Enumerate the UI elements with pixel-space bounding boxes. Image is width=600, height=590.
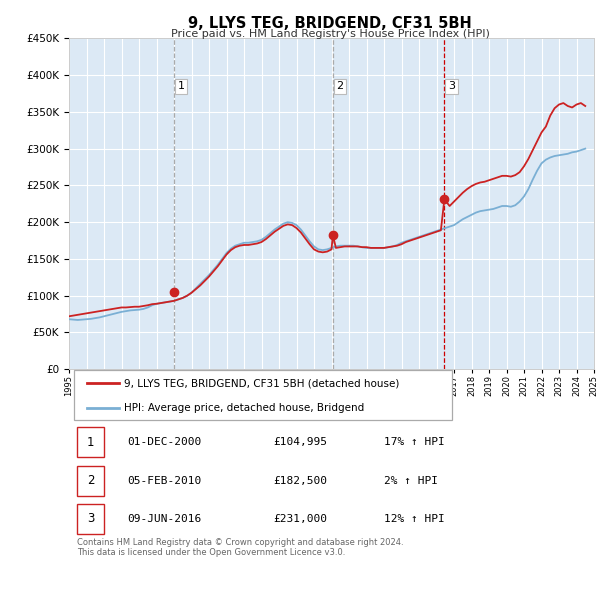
FancyBboxPatch shape xyxy=(77,466,104,496)
Text: 3: 3 xyxy=(87,513,94,526)
Text: 09-JUN-2016: 09-JUN-2016 xyxy=(127,514,201,524)
FancyBboxPatch shape xyxy=(77,427,104,457)
Text: £231,000: £231,000 xyxy=(274,514,328,524)
Text: 2: 2 xyxy=(337,81,344,91)
Text: 12% ↑ HPI: 12% ↑ HPI xyxy=(384,514,445,524)
Text: 05-FEB-2010: 05-FEB-2010 xyxy=(127,476,201,486)
Text: HPI: Average price, detached house, Bridgend: HPI: Average price, detached house, Brid… xyxy=(124,404,364,414)
Text: £182,500: £182,500 xyxy=(274,476,328,486)
Text: £104,995: £104,995 xyxy=(274,437,328,447)
Text: 2: 2 xyxy=(87,474,94,487)
FancyBboxPatch shape xyxy=(77,504,104,534)
Text: 1: 1 xyxy=(178,81,185,91)
Text: 9, LLYS TEG, BRIDGEND, CF31 5BH (detached house): 9, LLYS TEG, BRIDGEND, CF31 5BH (detache… xyxy=(124,378,400,388)
Text: 01-DEC-2000: 01-DEC-2000 xyxy=(127,437,201,447)
Text: Price paid vs. HM Land Registry's House Price Index (HPI): Price paid vs. HM Land Registry's House … xyxy=(170,30,490,39)
Text: 1: 1 xyxy=(87,436,94,449)
Text: Contains HM Land Registry data © Crown copyright and database right 2024.
This d: Contains HM Land Registry data © Crown c… xyxy=(77,537,404,557)
Text: 3: 3 xyxy=(448,81,455,91)
Text: 9, LLYS TEG, BRIDGEND, CF31 5BH: 9, LLYS TEG, BRIDGEND, CF31 5BH xyxy=(188,16,472,31)
FancyBboxPatch shape xyxy=(74,371,452,421)
Text: 17% ↑ HPI: 17% ↑ HPI xyxy=(384,437,445,447)
Text: 2% ↑ HPI: 2% ↑ HPI xyxy=(384,476,438,486)
